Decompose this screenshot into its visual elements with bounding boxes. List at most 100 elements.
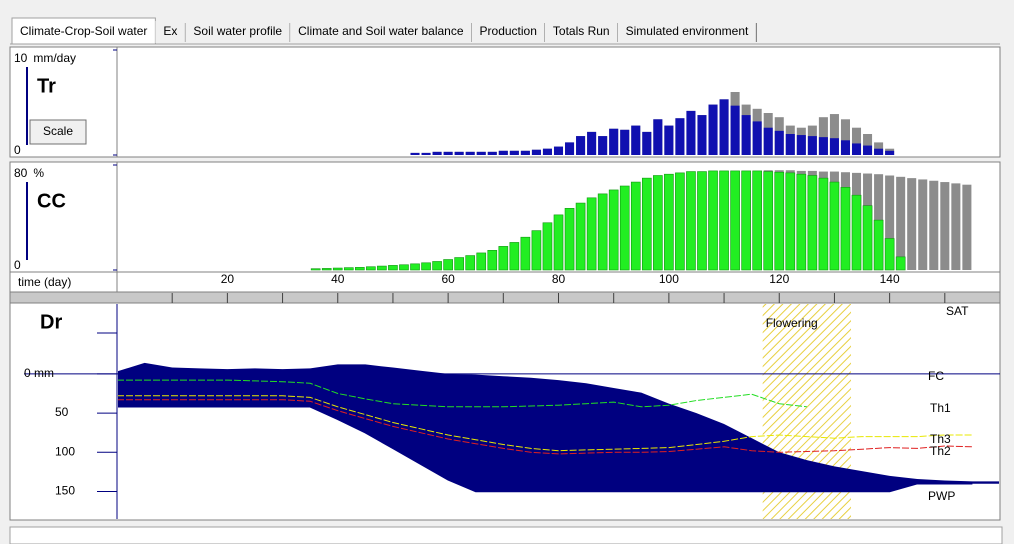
x-tick-label: 20 <box>221 272 235 286</box>
tab-frame <box>290 21 472 43</box>
bar <box>796 173 807 271</box>
bar <box>962 184 972 270</box>
bar <box>542 222 553 271</box>
charts: time (day) 20 40 60 80 100 120 140 0 10 mm/day Tr Sc… <box>14 49 1000 519</box>
bar <box>576 136 586 155</box>
y-tick-label: 0 mm <box>24 366 54 380</box>
bar <box>432 261 442 271</box>
threshold-label: Th2 <box>930 444 951 458</box>
bar <box>509 150 519 155</box>
bar <box>443 259 453 271</box>
bar <box>885 175 895 270</box>
bar <box>653 119 663 155</box>
bar <box>531 149 541 155</box>
bar <box>796 135 806 155</box>
bar <box>840 140 850 155</box>
bar <box>884 238 895 271</box>
bar <box>641 177 652 271</box>
tab[interactable]: Ex <box>155 21 186 43</box>
bar <box>840 187 851 271</box>
bar <box>907 178 917 270</box>
bar <box>432 151 442 155</box>
bar <box>587 131 597 155</box>
bar <box>862 205 873 271</box>
bar <box>564 208 575 271</box>
tab-label[interactable]: Totals Run <box>553 24 610 38</box>
time-row <box>9 271 1001 293</box>
bar <box>410 152 420 155</box>
bar <box>697 115 707 155</box>
bar <box>686 110 696 155</box>
panel-label: Tr <box>37 75 56 97</box>
bar <box>896 176 906 270</box>
bar <box>774 130 784 155</box>
tab-bar: Climate-Crop-Soil water Ex Soil water prof… <box>10 17 1000 45</box>
time-axis-label: time (day) <box>18 275 71 289</box>
tab[interactable]: Climate-Crop-Soil water <box>11 17 156 45</box>
bar <box>465 255 476 271</box>
bar <box>443 151 453 155</box>
x-tick-label: 80 <box>552 272 566 286</box>
bar <box>785 172 796 271</box>
bar <box>509 242 520 271</box>
button-label[interactable]: Scale <box>43 124 73 138</box>
bar <box>874 148 884 155</box>
bar <box>885 150 895 155</box>
threshold-line <box>118 399 973 455</box>
tab[interactable]: Production <box>471 21 546 43</box>
bar <box>598 136 608 155</box>
bar <box>752 121 762 155</box>
status-bar <box>9 526 1003 544</box>
pwp-label: PWP <box>928 489 955 503</box>
scale-button[interactable]: Scale <box>29 119 87 145</box>
y-tick-label: 100 <box>55 444 75 458</box>
bar <box>631 125 641 155</box>
pwp-edge <box>118 406 973 493</box>
bar <box>840 119 850 155</box>
tab[interactable]: Totals Run <box>544 21 619 43</box>
bar <box>321 268 332 271</box>
bar <box>487 250 498 271</box>
bar <box>675 118 685 155</box>
y-tick-label: 150 <box>55 484 75 498</box>
flowering-label: Flowering <box>766 316 818 330</box>
tab-label[interactable]: Climate-Crop-Soil water <box>20 24 147 38</box>
bar <box>355 267 365 271</box>
bar <box>608 189 619 271</box>
bar <box>332 267 343 271</box>
x-tick-label: 60 <box>441 272 455 286</box>
bar <box>929 180 939 270</box>
bar <box>454 257 464 271</box>
bar <box>421 152 431 155</box>
tab[interactable]: Simulated environment <box>617 21 757 43</box>
bar <box>421 262 431 271</box>
panel-label: CC <box>37 190 66 212</box>
bar <box>597 193 608 271</box>
bar <box>895 256 906 271</box>
bar <box>531 230 542 271</box>
bar <box>520 236 531 271</box>
time-ruler <box>9 291 1001 304</box>
x-tick-label: 120 <box>769 272 789 286</box>
tab-label[interactable]: Ex <box>163 24 177 38</box>
tab[interactable]: Soil water profile <box>185 21 291 43</box>
tab-label[interactable]: Production <box>480 24 537 38</box>
button-frame[interactable] <box>29 119 87 145</box>
unit-label: % <box>33 166 44 180</box>
y-tick-label: 0 <box>14 258 21 272</box>
bar <box>863 145 873 155</box>
bar <box>487 151 497 155</box>
tab[interactable]: Climate and Soil water balance <box>290 21 473 43</box>
bar <box>851 143 862 155</box>
bar <box>719 99 729 155</box>
bar <box>553 146 564 155</box>
bar <box>664 125 674 155</box>
bar <box>399 264 409 271</box>
bar <box>388 265 398 271</box>
tab-label[interactable]: Soil water profile <box>193 24 282 38</box>
panel-label: Dr <box>40 311 62 333</box>
bar <box>377 265 387 271</box>
tab-label[interactable]: Climate and Soil water balance <box>298 24 464 38</box>
tab-label[interactable]: Simulated environment <box>626 24 749 38</box>
bar <box>763 127 773 155</box>
